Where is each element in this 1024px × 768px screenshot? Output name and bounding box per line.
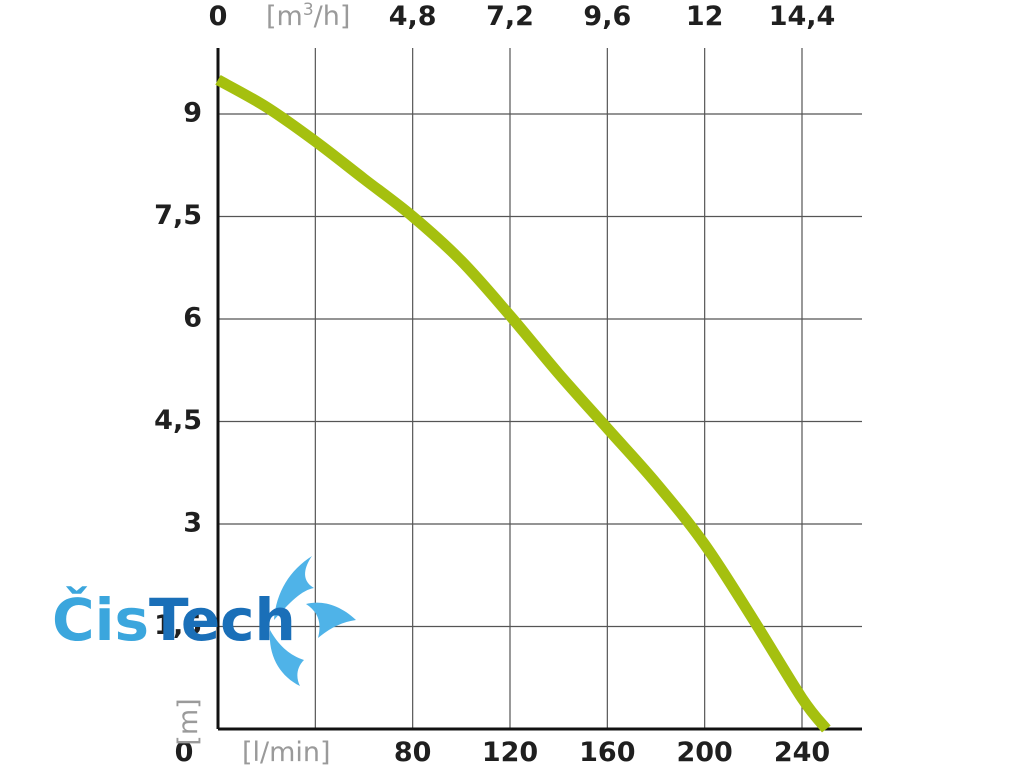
cistech-logo: ČisTech bbox=[52, 556, 356, 686]
y-tick-label: 7,5 bbox=[154, 200, 202, 231]
x2-tick-label: 12 bbox=[686, 1, 724, 32]
y-axis-unit-label: [m] bbox=[173, 698, 204, 745]
x2-unit-prefix: [m bbox=[266, 1, 303, 32]
axes bbox=[216, 48, 862, 731]
x2-tick-label: 4,8 bbox=[389, 1, 437, 32]
x2-tick-label: 9,6 bbox=[583, 1, 631, 32]
x2-tick-label: 14,4 bbox=[769, 1, 836, 32]
y-tick-label: 1,5 bbox=[154, 610, 202, 641]
series-line-0 bbox=[215, 75, 831, 733]
y-tick-label: 3 bbox=[183, 508, 202, 539]
x-tick-label: 240 bbox=[774, 737, 830, 768]
x-axis-unit-label: [l/min] bbox=[242, 737, 331, 768]
logo-fin-right bbox=[306, 602, 356, 638]
x2-tick-label: 7,2 bbox=[486, 1, 534, 32]
logo-text-tech: Tech bbox=[149, 586, 296, 654]
y-tick-label: 6 bbox=[183, 303, 202, 334]
x-tick-label: 0 bbox=[175, 737, 194, 768]
logo-wordmark: ČisTech bbox=[52, 585, 296, 654]
x-tick-label: 160 bbox=[579, 737, 635, 768]
x-tick-label: 120 bbox=[482, 737, 538, 768]
x2-unit-suffix: /h] bbox=[314, 1, 351, 32]
y-tick-label: 9 bbox=[183, 98, 202, 129]
x2-unit-superscript: 3 bbox=[303, 0, 314, 20]
logo-fin-bottom bbox=[269, 630, 304, 686]
y-tick-label: 4,5 bbox=[154, 405, 202, 436]
series-layer bbox=[215, 75, 831, 733]
x2-tick-label: 0 bbox=[209, 1, 228, 32]
x-tick-label: 80 bbox=[394, 737, 432, 768]
tick-labels: 0 80 120 160 200 240 0 4,8 7,2 9,6 12 14,4 1,5 3 4,5 6 7… bbox=[154, 1, 835, 768]
x2-axis-unit-label: [m3/h] bbox=[266, 0, 350, 32]
grid bbox=[218, 48, 862, 729]
logo-text-cis: Čis bbox=[52, 585, 149, 654]
x-tick-label: 200 bbox=[676, 737, 732, 768]
logo-fin-top bbox=[274, 556, 314, 620]
